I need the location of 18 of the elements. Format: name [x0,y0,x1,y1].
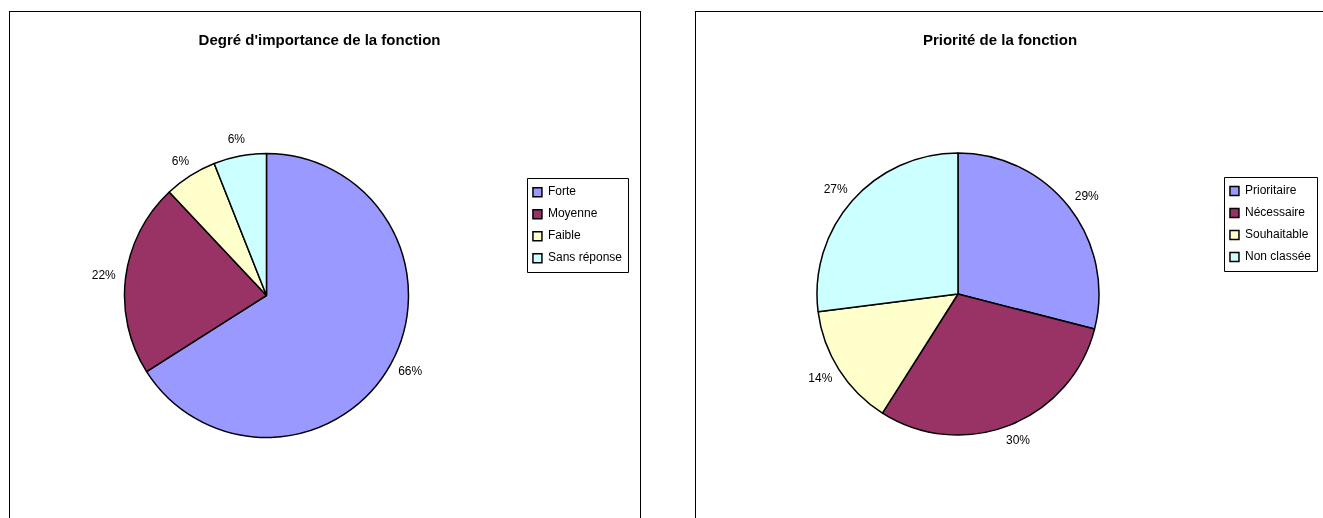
legend-label: Moyenne [547,206,598,221]
legend-label: Faible [547,228,581,243]
legend-label: Prioritaire [1244,183,1297,198]
chart-title: Priorité de la fonction [922,31,1078,49]
legend-label: Nécessaire [1244,205,1306,220]
legend-label: Forte [547,184,577,199]
data-label: 66% [398,364,423,379]
data-label: 27% [823,181,849,196]
data-label: 6% [227,131,246,146]
legend-label: Sans réponse [547,250,623,265]
data-label: 29% [1074,189,1100,204]
data-label: 6% [171,153,190,168]
chart-title: Degré d'importance de la fonction [198,31,441,49]
data-label: 22% [91,267,117,282]
data-label: 14% [808,370,833,385]
legend-label: Non classée [1244,249,1312,264]
data-label: 30% [1005,433,1031,448]
legend-label: Souhaitable [1244,227,1309,242]
